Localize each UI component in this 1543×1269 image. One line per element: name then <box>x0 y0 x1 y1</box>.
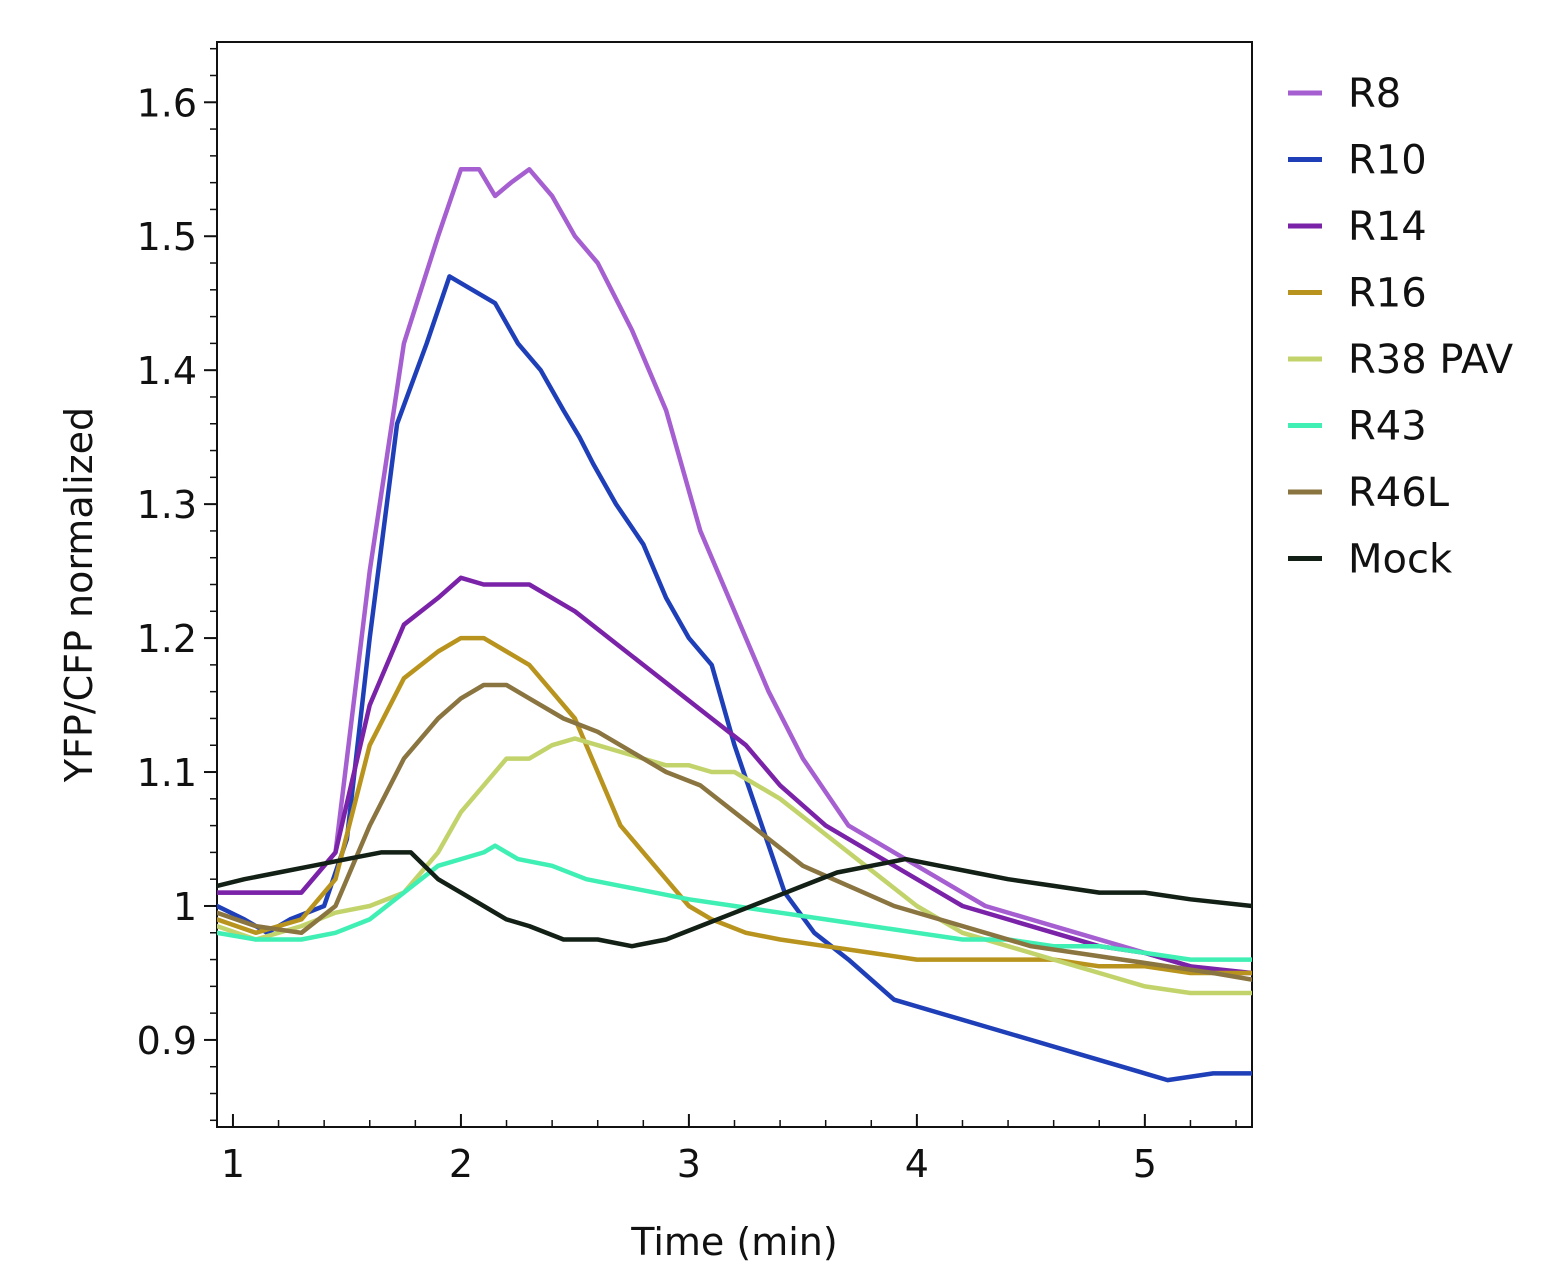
legend-item: R43 <box>1288 404 1427 450</box>
series-line-r8 <box>217 167 1252 976</box>
x-tick-label: 1 <box>221 1142 245 1186</box>
legend-item: R14 <box>1288 204 1427 250</box>
x-axis-title: Time (min) <box>630 1220 837 1264</box>
legend-label: R46L <box>1348 470 1450 516</box>
series-line-mock <box>217 850 1252 949</box>
series-line-r10 <box>217 274 1252 1083</box>
legend-item: R46L <box>1288 470 1450 516</box>
y-tick-label: 1 <box>173 885 197 929</box>
legend-label: R14 <box>1348 204 1427 250</box>
legend-label: R10 <box>1348 138 1427 184</box>
x-tick-label: 3 <box>677 1142 701 1186</box>
legend-label: R43 <box>1348 404 1427 450</box>
x-axis: 1 2 3 4 5 <box>221 1114 1237 1186</box>
legend-item: R16 <box>1288 271 1427 317</box>
legend: R8 R10 R14 R16 R38 PAV R43 R46L Mock <box>1288 71 1514 583</box>
y-tick-label: 1.2 <box>137 617 197 661</box>
y-tick-label: 1.3 <box>137 483 197 527</box>
legend-label: R8 <box>1348 71 1401 117</box>
legend-label: Mock <box>1348 537 1453 583</box>
y-axis: 0.9 1 1.1 1.2 1.3 1.4 1.5 1.6 <box>137 47 217 1122</box>
legend-item: R10 <box>1288 138 1427 184</box>
x-tick-label: 5 <box>1133 1142 1157 1186</box>
legend-item: Mock <box>1288 537 1453 583</box>
x-tick-label: 2 <box>449 1142 473 1186</box>
y-tick-label: 1.1 <box>137 751 197 795</box>
y-tick-label: 1.5 <box>137 215 197 259</box>
legend-item: R8 <box>1288 71 1401 117</box>
series-line-r43 <box>217 843 1252 962</box>
y-axis-title: YFP/CFP normalized <box>57 407 101 783</box>
legend-item: R38 PAV <box>1288 337 1514 383</box>
y-tick-label: 1.6 <box>137 81 197 125</box>
legend-label: R16 <box>1348 271 1427 317</box>
legend-label: R38 PAV <box>1348 337 1514 383</box>
series-layer <box>217 167 1252 1083</box>
series-line-r14 <box>217 575 1252 976</box>
series-line-r16 <box>217 635 1252 976</box>
y-tick-label: 1.4 <box>137 349 197 393</box>
series-line-r46l <box>217 682 1252 982</box>
y-tick-label: 0.9 <box>137 1019 197 1063</box>
plot-area <box>216 41 1253 1128</box>
x-tick-label: 4 <box>905 1142 929 1186</box>
